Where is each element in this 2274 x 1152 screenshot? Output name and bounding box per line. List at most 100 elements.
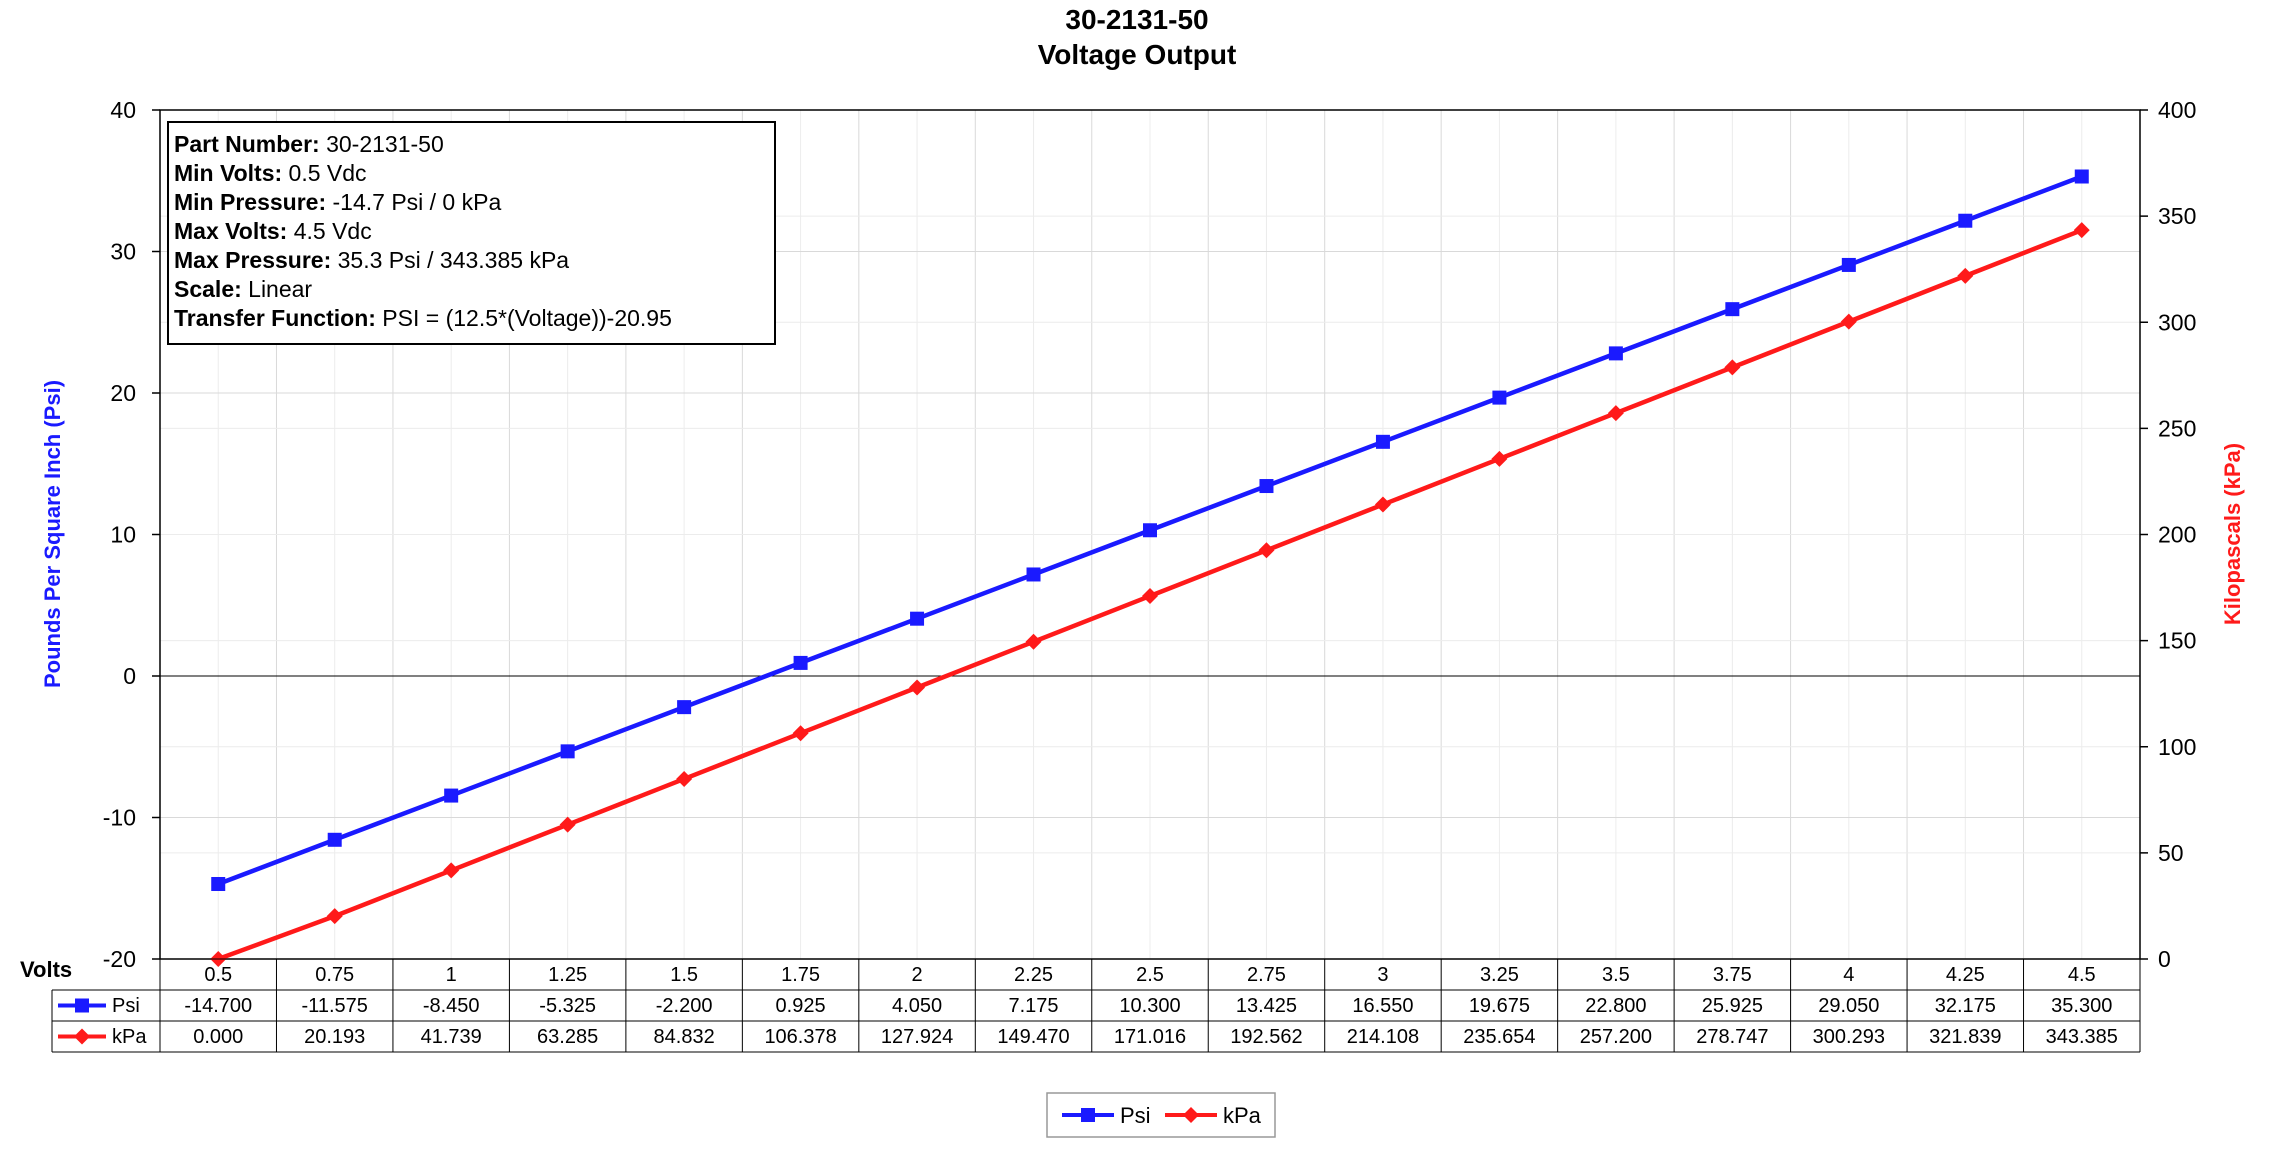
info-box-line: Transfer Function: PSI = (12.5*(Voltage)… xyxy=(174,305,672,331)
table-cell-kpa: 257.200 xyxy=(1580,1026,1652,1048)
table-cell-psi: 29.050 xyxy=(1818,995,1879,1017)
data-point-psi xyxy=(327,832,342,847)
table-cell-kpa: 0.000 xyxy=(193,1026,243,1048)
legend-marker-kpa xyxy=(1183,1107,1199,1123)
data-point-psi xyxy=(560,744,575,759)
table-key-marker-kpa xyxy=(74,1028,90,1045)
table-cell-kpa: 321.839 xyxy=(1929,1026,2001,1048)
y-tick-label: 40 xyxy=(110,97,136,123)
y2-tick-label: 350 xyxy=(2158,203,2196,229)
data-point-psi xyxy=(211,877,226,892)
table-cell-kpa: 84.832 xyxy=(654,1026,715,1048)
info-box-value: 35.3 Psi / 343.385 kPa xyxy=(331,247,569,273)
info-box-value: 0.5 Vdc xyxy=(282,160,366,186)
data-point-psi xyxy=(1608,346,1623,361)
info-box-key: Min Volts: xyxy=(174,160,282,186)
table-cell-psi: 35.300 xyxy=(2051,995,2112,1017)
data-point-kpa xyxy=(559,816,576,833)
table-cell-kpa: 278.747 xyxy=(1696,1026,1768,1048)
data-table: 0.5 0.75 1 1.25 1.5 1.75 2 2.25 2.5 2.75 3 3.25 3.5 3… xyxy=(51,958,2141,1053)
table-cell-kpa: 149.470 xyxy=(997,1026,1069,1048)
table-cell-psi: -2.200 xyxy=(656,995,713,1017)
y2-tick-label: 200 xyxy=(2158,522,2196,548)
table-cell-psi: -11.575 xyxy=(302,995,368,1017)
table-cell-psi: -5.325 xyxy=(539,995,596,1017)
chart-title: 30-2131-50 xyxy=(1065,4,1208,35)
table-cell-psi: 25.925 xyxy=(1702,995,1763,1017)
table-cell-psi: 13.425 xyxy=(1236,995,1297,1017)
info-box-key: Transfer Function: xyxy=(174,305,376,331)
y-axis-right-label: Kilopascals (kPa) xyxy=(2220,443,2245,625)
table-cell-kpa: 300.293 xyxy=(1813,1026,1885,1048)
x-tick-label: 1.25 xyxy=(548,964,587,986)
table-key-marker-psi xyxy=(75,998,89,1013)
series-layer xyxy=(210,169,2090,967)
data-point-psi xyxy=(793,655,808,670)
x-tick-label: 3 xyxy=(1377,964,1388,986)
info-box-frame xyxy=(167,121,776,345)
legend: Psi kPa xyxy=(1046,1092,1276,1138)
info-box-key: Part Number: xyxy=(174,131,320,157)
data-point-psi xyxy=(444,788,459,803)
table-cell-psi: 10.300 xyxy=(1119,995,1180,1017)
y-tick-label: 30 xyxy=(110,239,136,265)
data-point-kpa xyxy=(1607,405,1624,422)
data-point-kpa xyxy=(1491,450,1508,467)
data-point-kpa xyxy=(676,770,693,787)
y2-tick-label: 100 xyxy=(2158,734,2196,760)
table-cell-kpa: 41.739 xyxy=(421,1026,482,1048)
x-tick-label: 4.5 xyxy=(2068,964,2096,986)
table-cell-kpa: 235.654 xyxy=(1463,1026,1535,1048)
x-tick-label: 3.5 xyxy=(1602,964,1630,986)
legend-label-kpa: kPa xyxy=(1223,1103,1262,1128)
info-box-line: Part Number: 30-2131-50 xyxy=(174,131,444,157)
info-box-line: Max Pressure: 35.3 Psi / 343.385 kPa xyxy=(174,247,569,273)
y2-tick-label: 400 xyxy=(2158,97,2196,123)
x-tick-label: 1 xyxy=(446,964,457,986)
series-psi xyxy=(211,169,2089,892)
y-axis-left-label: Pounds Per Square Inch (Psi) xyxy=(40,380,65,688)
info-box-value: 4.5 Vdc xyxy=(287,218,371,244)
info-box-value: PSI = (12.5*(Voltage))-20.95 xyxy=(376,305,672,331)
table-cell-kpa: 171.016 xyxy=(1114,1026,1186,1048)
data-point-kpa xyxy=(1840,313,1857,330)
table-cell-kpa: 127.924 xyxy=(881,1026,953,1048)
series-kpa xyxy=(210,222,2090,967)
x-axis-label: Volts xyxy=(20,957,72,982)
info-box-line: Min Volts: 0.5 Vdc xyxy=(174,160,367,186)
x-tick-label: 3.25 xyxy=(1480,964,1519,986)
data-point-kpa xyxy=(1957,267,1974,284)
data-point-kpa xyxy=(1374,496,1391,513)
info-box-key: Scale: xyxy=(174,276,242,302)
data-point-psi xyxy=(2074,169,2089,184)
table-series-name-psi: Psi xyxy=(112,995,140,1017)
x-tick-label: 1.5 xyxy=(670,964,698,986)
data-point-kpa xyxy=(792,725,809,742)
info-box-key: Max Volts: xyxy=(174,218,287,244)
x-tick-label: 4.25 xyxy=(1946,964,1985,986)
info-box-line: Max Volts: 4.5 Vdc xyxy=(174,218,372,244)
y-tick-label: 20 xyxy=(110,380,136,406)
table-cell-kpa: 343.385 xyxy=(2046,1026,2118,1048)
data-point-psi xyxy=(1143,523,1157,538)
data-point-kpa xyxy=(1724,359,1741,376)
data-point-psi xyxy=(1958,213,1973,228)
x-tick-label: 0.5 xyxy=(204,964,232,986)
y2-tick-label: 250 xyxy=(2158,415,2196,441)
y-tick-label: 0 xyxy=(123,663,136,689)
table-cell-psi: 4.050 xyxy=(892,995,942,1017)
y2-tick-label: 150 xyxy=(2158,628,2196,654)
info-box-line: Scale: Linear xyxy=(174,276,312,302)
table-cell-psi: 19.675 xyxy=(1469,995,1530,1017)
x-tick-label: 1.75 xyxy=(781,964,820,986)
data-point-kpa xyxy=(1025,633,1042,650)
info-box-value: Linear xyxy=(242,276,313,302)
legend-label-psi: Psi xyxy=(1120,1103,1151,1128)
x-tick-label: 2.25 xyxy=(1014,964,1053,986)
x-tick-label: 2 xyxy=(911,964,922,986)
table-cell-kpa: 214.108 xyxy=(1347,1026,1419,1048)
table-cell-kpa: 63.285 xyxy=(537,1026,598,1048)
data-point-psi xyxy=(1375,434,1390,449)
info-box-value: 30-2131-50 xyxy=(320,131,444,157)
